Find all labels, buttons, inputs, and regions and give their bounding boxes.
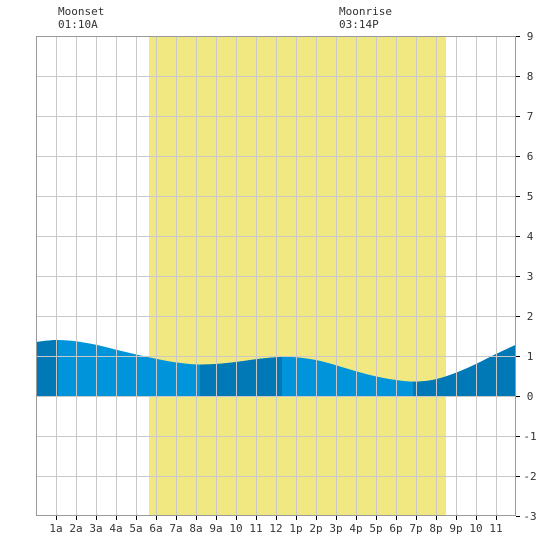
x-tick-label: 4a <box>109 522 122 535</box>
plot-border <box>36 36 516 516</box>
x-tick-label: 2a <box>69 522 82 535</box>
x-tick-label: 12 <box>269 522 282 535</box>
x-tick-label: 10 <box>469 522 482 535</box>
y-tick-label: -3 <box>523 510 536 523</box>
x-tick-label: 8p <box>429 522 442 535</box>
x-tick-label: 3a <box>89 522 102 535</box>
x-tick-label: 7p <box>409 522 422 535</box>
moonset-time: 01:10A <box>58 18 98 31</box>
y-tick-label: 9 <box>527 30 534 43</box>
x-tick-label: 1p <box>289 522 302 535</box>
x-tick-label: 10 <box>229 522 242 535</box>
tide-night-band <box>36 339 58 396</box>
moonrise-time: 03:14P <box>339 18 379 31</box>
x-tick-label: 9p <box>449 522 462 535</box>
x-tick-label: 11 <box>249 522 262 535</box>
y-tick-label: 3 <box>527 270 534 283</box>
y-tick-label: -1 <box>523 430 536 443</box>
y-tick-label: 8 <box>527 70 534 83</box>
x-tick-label: 5a <box>129 522 142 535</box>
y-tick-label: 6 <box>527 150 534 163</box>
y-tick-label: 0 <box>527 390 534 403</box>
x-tick-label: 3p <box>329 522 342 535</box>
y-tick-label: 7 <box>527 110 534 123</box>
y-tick-label: 1 <box>527 350 534 363</box>
x-tick-label: 5p <box>369 522 382 535</box>
x-tick-label: 2p <box>309 522 322 535</box>
x-tick-label: 6a <box>149 522 162 535</box>
x-tick-label: 9a <box>209 522 222 535</box>
moonrise-annotation: Moonrise 03:14P <box>339 5 392 31</box>
x-tick-label: 7a <box>169 522 182 535</box>
moonrise-label: Moonrise <box>339 5 392 18</box>
x-tick-label: 6p <box>389 522 402 535</box>
y-tick-label: -2 <box>523 470 536 483</box>
moonset-annotation: Moonset 01:10A <box>58 5 104 31</box>
y-tick-label: 4 <box>527 230 534 243</box>
x-tick-label: 4p <box>349 522 362 535</box>
y-tick-label: 5 <box>527 190 534 203</box>
x-tick-label: 1a <box>49 522 62 535</box>
x-tick-label: 8a <box>189 522 202 535</box>
moonset-label: Moonset <box>58 5 105 18</box>
x-tick-label: 11 <box>489 522 502 535</box>
y-tick-label: 2 <box>527 310 534 323</box>
